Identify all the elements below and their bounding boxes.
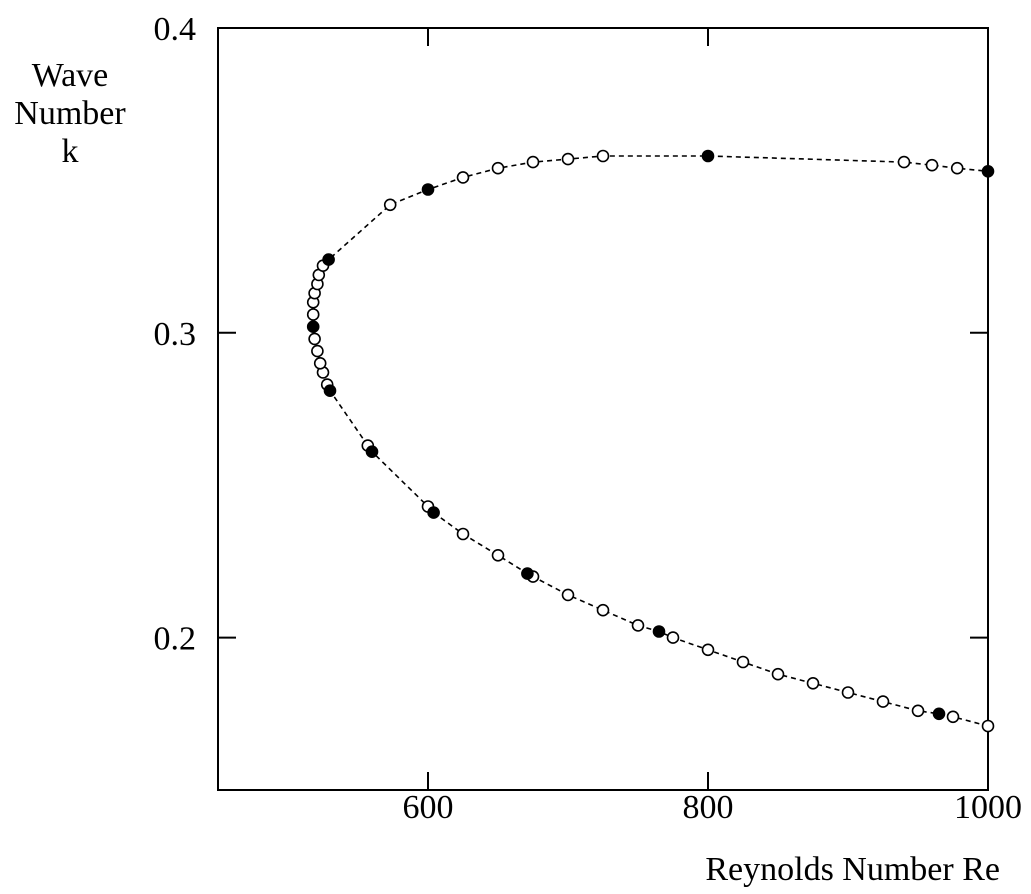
y-axis-label-line-1: Wave [32,57,109,94]
open-point [306,308,320,321]
open-point [526,155,540,169]
open-point [736,655,750,669]
x-tick-label: 600 [403,789,454,826]
open-point [981,719,995,733]
open-point [491,548,505,562]
filled-point [427,506,440,519]
open-point [911,704,925,718]
y-tick-label: 0.4 [154,11,197,48]
open-point [456,527,470,541]
open-point [946,710,960,724]
filled-point [365,445,379,459]
plot-frame [217,27,989,791]
open-point [771,667,785,681]
tick-labels: 600 800 1000 0.2 0.3 0.4 [154,11,1023,826]
tick-marks [218,27,989,790]
filled-point [652,625,666,638]
open-point [596,603,610,617]
open-point [311,344,324,358]
open-point [313,356,327,370]
filled-point [306,320,320,334]
open-point [897,155,911,169]
y-tick-label: 0.3 [154,316,197,353]
y-axis-label-line-2: Number [14,95,126,132]
filled-point [521,567,534,580]
x-tick-label: 800 [683,789,734,826]
filled-point [323,384,337,398]
open-point [841,686,855,699]
x-axis-label: Reynolds Number Re [705,851,1000,888]
open-point [701,643,715,657]
open-point [950,161,964,175]
open-point [666,631,680,644]
filled-point [981,165,995,178]
open-point [596,149,610,163]
open-point [308,332,321,346]
open-point [925,158,939,172]
dashed-curve [312,155,989,727]
x-tick-label: 1000 [954,789,1022,826]
open-point [561,588,575,602]
open-point [491,161,505,175]
y-tick-label: 0.2 [154,621,197,658]
filled-point [322,253,335,266]
open-point [806,676,820,690]
filled-point [932,707,946,721]
data-points [306,149,995,733]
y-axis-label-line-3: k [62,133,79,170]
open-point [876,695,890,708]
open-point [383,198,397,212]
filled-point [421,183,435,196]
open-point [631,619,645,632]
open-point [561,152,575,166]
filled-point [701,149,715,163]
open-point [456,171,470,184]
